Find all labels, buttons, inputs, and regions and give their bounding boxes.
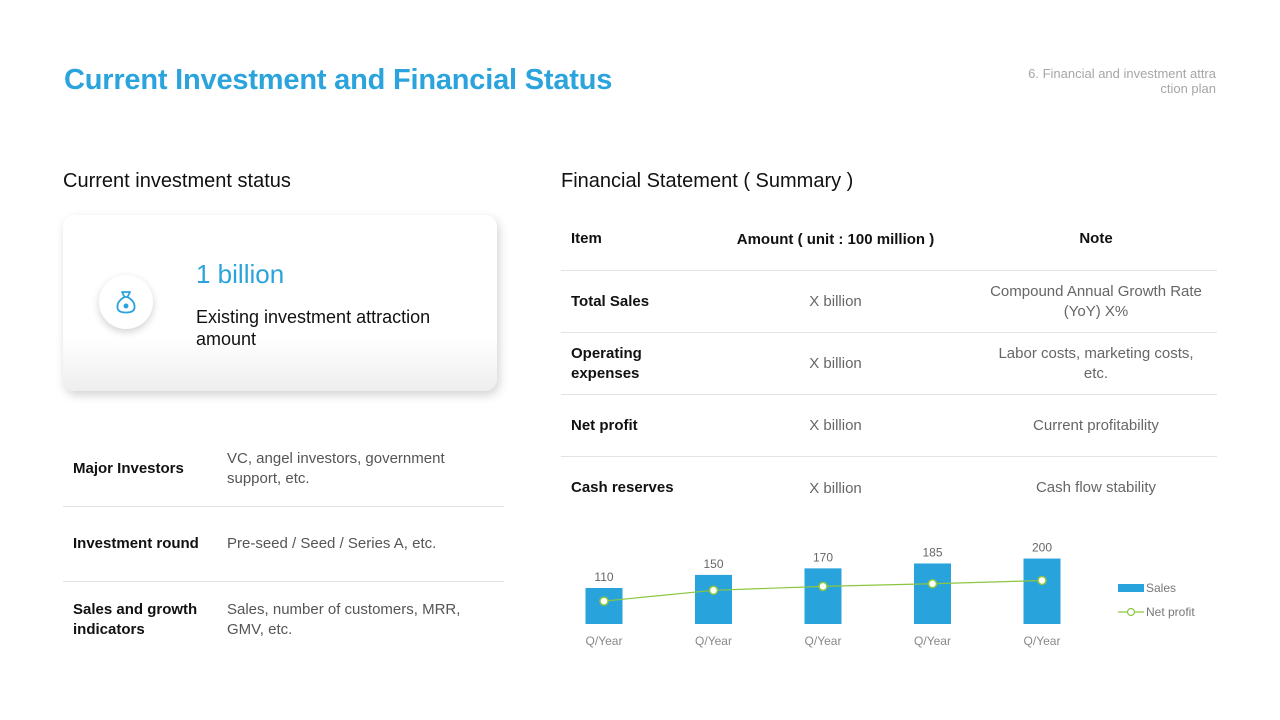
table-row: Net profit X billion Current profitabili…	[561, 395, 1217, 457]
chart-data-label: 150	[703, 557, 723, 571]
legend-net-profit-label: Net profit	[1146, 605, 1195, 619]
row-amount: X billion	[809, 479, 862, 497]
chart-x-tick-label: Q/Year	[1024, 634, 1061, 648]
sales-profit-chart: 110 Q/Year 150 Q/Year 170 Q/Year 185 Q/Year 200 Q…	[585, 541, 1195, 648]
legend-sales-label: Sales	[1146, 581, 1176, 595]
chart-line-point	[599, 596, 609, 606]
chart-data-label: 110	[594, 570, 613, 584]
chart-x-tick-label: Q/Year	[586, 634, 623, 648]
chart-x-tick-label: Q/Year	[914, 634, 951, 648]
chart-line-point	[818, 581, 828, 592]
investment-amount-label: Existing investment attraction amount	[196, 307, 431, 349]
investment-amount-value: 1 billion	[196, 259, 285, 289]
row-amount: X billion	[809, 293, 862, 310]
legend-sales-swatch	[1118, 584, 1144, 592]
row-item: Operating expenses	[571, 344, 642, 382]
chart-bar	[914, 563, 951, 624]
investment-amount-card: 1 billion Existing investment attraction…	[63, 215, 497, 391]
chart-bar	[1023, 558, 1061, 624]
row-note: Current profitability	[1033, 416, 1159, 434]
row-note: Labor costs, marketing costs, etc.	[998, 344, 1194, 382]
table-row: Operating expenses X billion Labor costs…	[561, 333, 1217, 395]
chart-line-point	[1037, 575, 1047, 586]
icon-badge	[99, 275, 153, 329]
info-value: Pre-seed / Seed / Series A, etc.	[227, 535, 437, 552]
info-row-major-investors: Major Investors VC, angel investors, gov…	[63, 432, 504, 507]
column-header-item: Item	[571, 230, 602, 247]
chart-line-point	[708, 585, 719, 596]
investment-info-table: Major Investors VC, angel investors, gov…	[63, 432, 504, 657]
financial-statement-heading: Financial Statement ( Summary )	[561, 170, 854, 192]
row-note: Compound Annual Growth Rate (YoY) X%	[990, 282, 1202, 320]
chart-x-tick-label: Q/Year	[805, 634, 842, 648]
row-amount: X billion	[809, 417, 862, 434]
info-key: Investment round	[73, 535, 199, 552]
chart-bar	[585, 588, 623, 624]
column-header-note: Note	[1079, 230, 1113, 247]
info-value: Sales, number of customers, MRR, GMV, et…	[227, 600, 461, 638]
money-bag-icon	[116, 291, 136, 314]
legend-net-profit-marker	[1126, 607, 1136, 617]
chart-bar	[804, 568, 842, 624]
investment-status-heading: Current investment status	[63, 170, 291, 192]
row-item: Cash reserves	[571, 479, 674, 496]
info-value: VC, angel investors, government support,…	[227, 450, 445, 487]
row-amount: X billion	[809, 355, 862, 372]
column-header-amount: Amount ( unit : 100 million )	[736, 230, 935, 248]
info-row-investment-round: Investment round Pre-seed / Seed / Serie…	[63, 507, 504, 582]
financial-table: Item Amount ( unit : 100 million ) Note …	[561, 208, 1217, 519]
chart-data-label: 170	[813, 550, 833, 564]
chart-line-point	[927, 578, 938, 589]
row-note: Cash flow stability	[1035, 479, 1157, 496]
section-label: 6. Financial and investment attraction p…	[1028, 66, 1216, 96]
chart-x-tick-label: Q/Year	[695, 634, 732, 648]
info-key: Sales and growth indicators	[73, 600, 198, 638]
info-row-growth-indicators: Sales and growth indicators Sales, numbe…	[63, 582, 504, 657]
info-key: Major Investors	[73, 460, 184, 477]
chart-data-label: 200	[1032, 541, 1052, 555]
table-header-row: Item Amount ( unit : 100 million ) Note	[561, 208, 1217, 271]
row-item: Net profit	[571, 416, 638, 434]
table-row: Cash reserves X billion Cash flow stabil…	[561, 457, 1217, 519]
row-item: Total Sales	[571, 292, 650, 310]
page-title: Current Investment and Financial Status	[64, 64, 613, 96]
chart-data-label: 185	[922, 545, 942, 559]
table-row: Total Sales X billion Compound Annual Gr…	[561, 271, 1217, 333]
chart-bar	[695, 574, 732, 624]
